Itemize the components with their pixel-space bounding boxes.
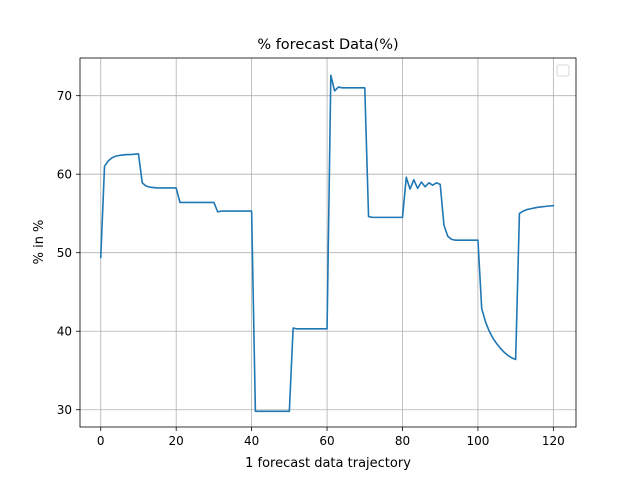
x-tick-label: 40 — [244, 434, 259, 448]
axes-frame — [79, 57, 577, 428]
y-tick-label: 30 — [57, 403, 72, 417]
chart-title: % forecast Data(%) — [257, 37, 398, 53]
y-axis-ticks: 30 40 50 60 70 — [57, 89, 80, 417]
y-tick-label: 60 — [57, 168, 72, 182]
y-tick-label: 40 — [57, 325, 72, 339]
x-tick-label: 120 — [542, 434, 565, 448]
y-tick-label: 50 — [57, 246, 72, 260]
y-axis-label: % in % — [32, 220, 47, 265]
x-tick-label: 20 — [169, 434, 184, 448]
series-line — [99, 74, 555, 413]
x-tick-label: 100 — [466, 434, 489, 448]
x-axis-label: 1 forecast data trajectory — [245, 456, 411, 471]
series-layer — [99, 74, 555, 413]
x-tick-label: 60 — [319, 434, 334, 448]
x-tick-label: 0 — [97, 434, 105, 448]
x-tick-label: 80 — [395, 434, 410, 448]
x-axis-ticks: 0 20 40 60 80 100 120 — [97, 427, 565, 448]
y-tick-label: 70 — [57, 89, 72, 103]
legend-box — [556, 64, 570, 77]
